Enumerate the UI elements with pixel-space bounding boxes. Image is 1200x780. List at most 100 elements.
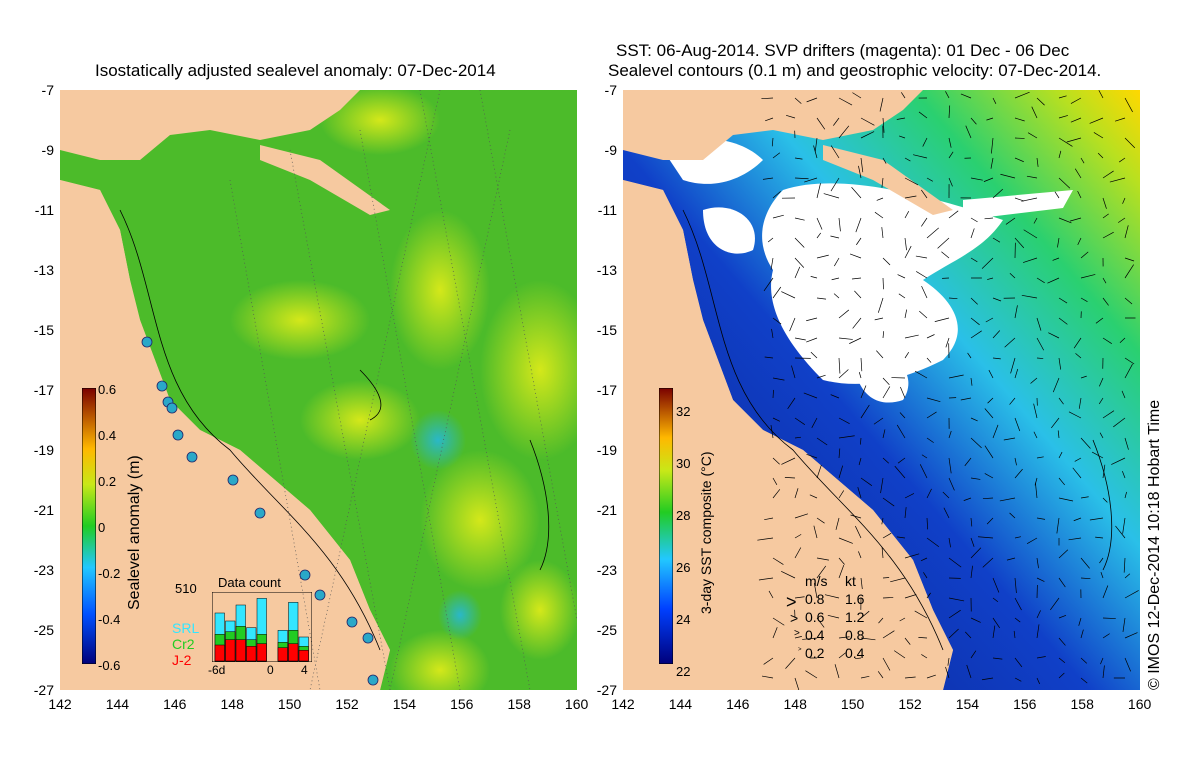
velocity-vector (941, 251, 950, 259)
velocity-vector (851, 187, 862, 199)
x-tick-label: 158 (1070, 696, 1094, 712)
velocity-vector (765, 117, 774, 122)
velocity-vector (856, 237, 862, 246)
velocity-vector (970, 317, 980, 326)
velocity-vector (1097, 152, 1104, 159)
velocity-vector (948, 374, 964, 379)
y-tick-label: -15 (596, 322, 617, 338)
velocity-vector (849, 253, 862, 259)
x-tick-label: 154 (955, 696, 980, 712)
velocity-vector (757, 537, 774, 541)
velocity-vector (874, 211, 884, 219)
inset-bar-j2 (277, 647, 288, 662)
velocity-vector (992, 424, 999, 439)
velocity-vector (882, 457, 889, 464)
left-map-title: Isostatically adjusted sealevel anomaly:… (95, 61, 496, 80)
velocity-vector (926, 488, 932, 499)
velocity-vector (970, 257, 978, 263)
velocity-vector (1058, 317, 1068, 325)
velocity-vector (803, 392, 818, 399)
velocity-vector (1014, 417, 1021, 432)
colorbar-tick-label: 28 (676, 508, 691, 523)
velocity-vector (914, 370, 928, 379)
velocity-vector (838, 652, 846, 659)
velocity-vector (1009, 272, 1016, 279)
velocity-vector (838, 565, 845, 579)
velocity-vector (970, 330, 982, 339)
velocity-vector (991, 137, 994, 154)
velocity-vector (1102, 464, 1106, 479)
velocity-vector (1021, 197, 1038, 202)
velocity-vector (1080, 297, 1088, 302)
velocity-vector (948, 137, 952, 148)
velocity-vector (899, 135, 906, 139)
velocity-vector (999, 497, 1016, 502)
velocity-vector (1014, 577, 1017, 594)
velocity-vector (970, 417, 978, 422)
velocity-vector (855, 217, 862, 233)
velocity-vector (1014, 91, 1030, 99)
velocity-vector (834, 257, 840, 267)
velocity-vector (794, 177, 809, 180)
velocity-vector (926, 537, 940, 548)
velocity-vector (860, 675, 870, 679)
velocity-vector (1036, 97, 1045, 106)
velocity-vector (1036, 577, 1045, 582)
velocity-vector (966, 664, 972, 679)
velocity-vector (970, 565, 973, 579)
velocity-vector (986, 117, 994, 121)
inset-max-label: 510 (175, 581, 197, 596)
velocity-vector (816, 565, 827, 579)
velocity-vector (970, 297, 978, 305)
velocity-vector (881, 517, 884, 525)
velocity-vector (806, 97, 818, 103)
velocity-vector (1102, 170, 1114, 179)
velocity-vector (806, 337, 818, 343)
velocity-vector (1026, 175, 1038, 179)
velocity-vector (763, 277, 774, 292)
x-tick-label: 150 (277, 696, 302, 712)
velocity-vector (771, 328, 774, 339)
velocity-vector (916, 271, 928, 279)
velocity-vector (849, 337, 862, 344)
velocity-vector (811, 417, 818, 428)
velocity-legend-kt: 0.4 (845, 645, 865, 661)
velocity-vector (772, 627, 778, 639)
velocity-vector (816, 217, 823, 230)
velocity-vector (770, 257, 774, 270)
velocity-vector (781, 570, 796, 579)
velocity-vector (986, 517, 994, 525)
velocity-vector (977, 536, 994, 539)
velocity-vector (809, 494, 818, 499)
x-tick-label: 148 (220, 696, 244, 712)
velocity-vector (851, 277, 862, 280)
velocity-vector (1036, 610, 1041, 619)
velocity-vector (806, 317, 818, 322)
sst-field (623, 90, 1140, 690)
velocity-vector (852, 317, 862, 329)
velocity-vector (794, 436, 802, 439)
velocity-vector (965, 125, 972, 139)
velocity-vector (1013, 630, 1016, 639)
velocity-vector (970, 650, 977, 659)
velocity-vector (896, 536, 906, 539)
velocity-vector (794, 417, 806, 425)
velocity-vector (761, 675, 774, 679)
velocity-vector (992, 617, 1000, 629)
velocity-vector (990, 157, 994, 169)
velocity-vector (904, 637, 911, 645)
y-tick-label: -23 (33, 562, 54, 578)
velocity-vector (860, 610, 870, 619)
x-tick-label: 146 (726, 696, 750, 712)
velocity-vector (918, 636, 928, 639)
velocity-vector (921, 654, 928, 659)
inset-bar-j2 (214, 644, 225, 662)
y-tick-label: -19 (33, 442, 54, 458)
x-tick-label: 146 (163, 696, 187, 712)
velocity-vector (904, 507, 907, 519)
velocity-vector (926, 334, 935, 339)
velocity-vector (1124, 491, 1127, 499)
velocity-vector (890, 577, 906, 583)
velocity-vector (981, 257, 994, 269)
velocity-vector (1102, 617, 1116, 619)
